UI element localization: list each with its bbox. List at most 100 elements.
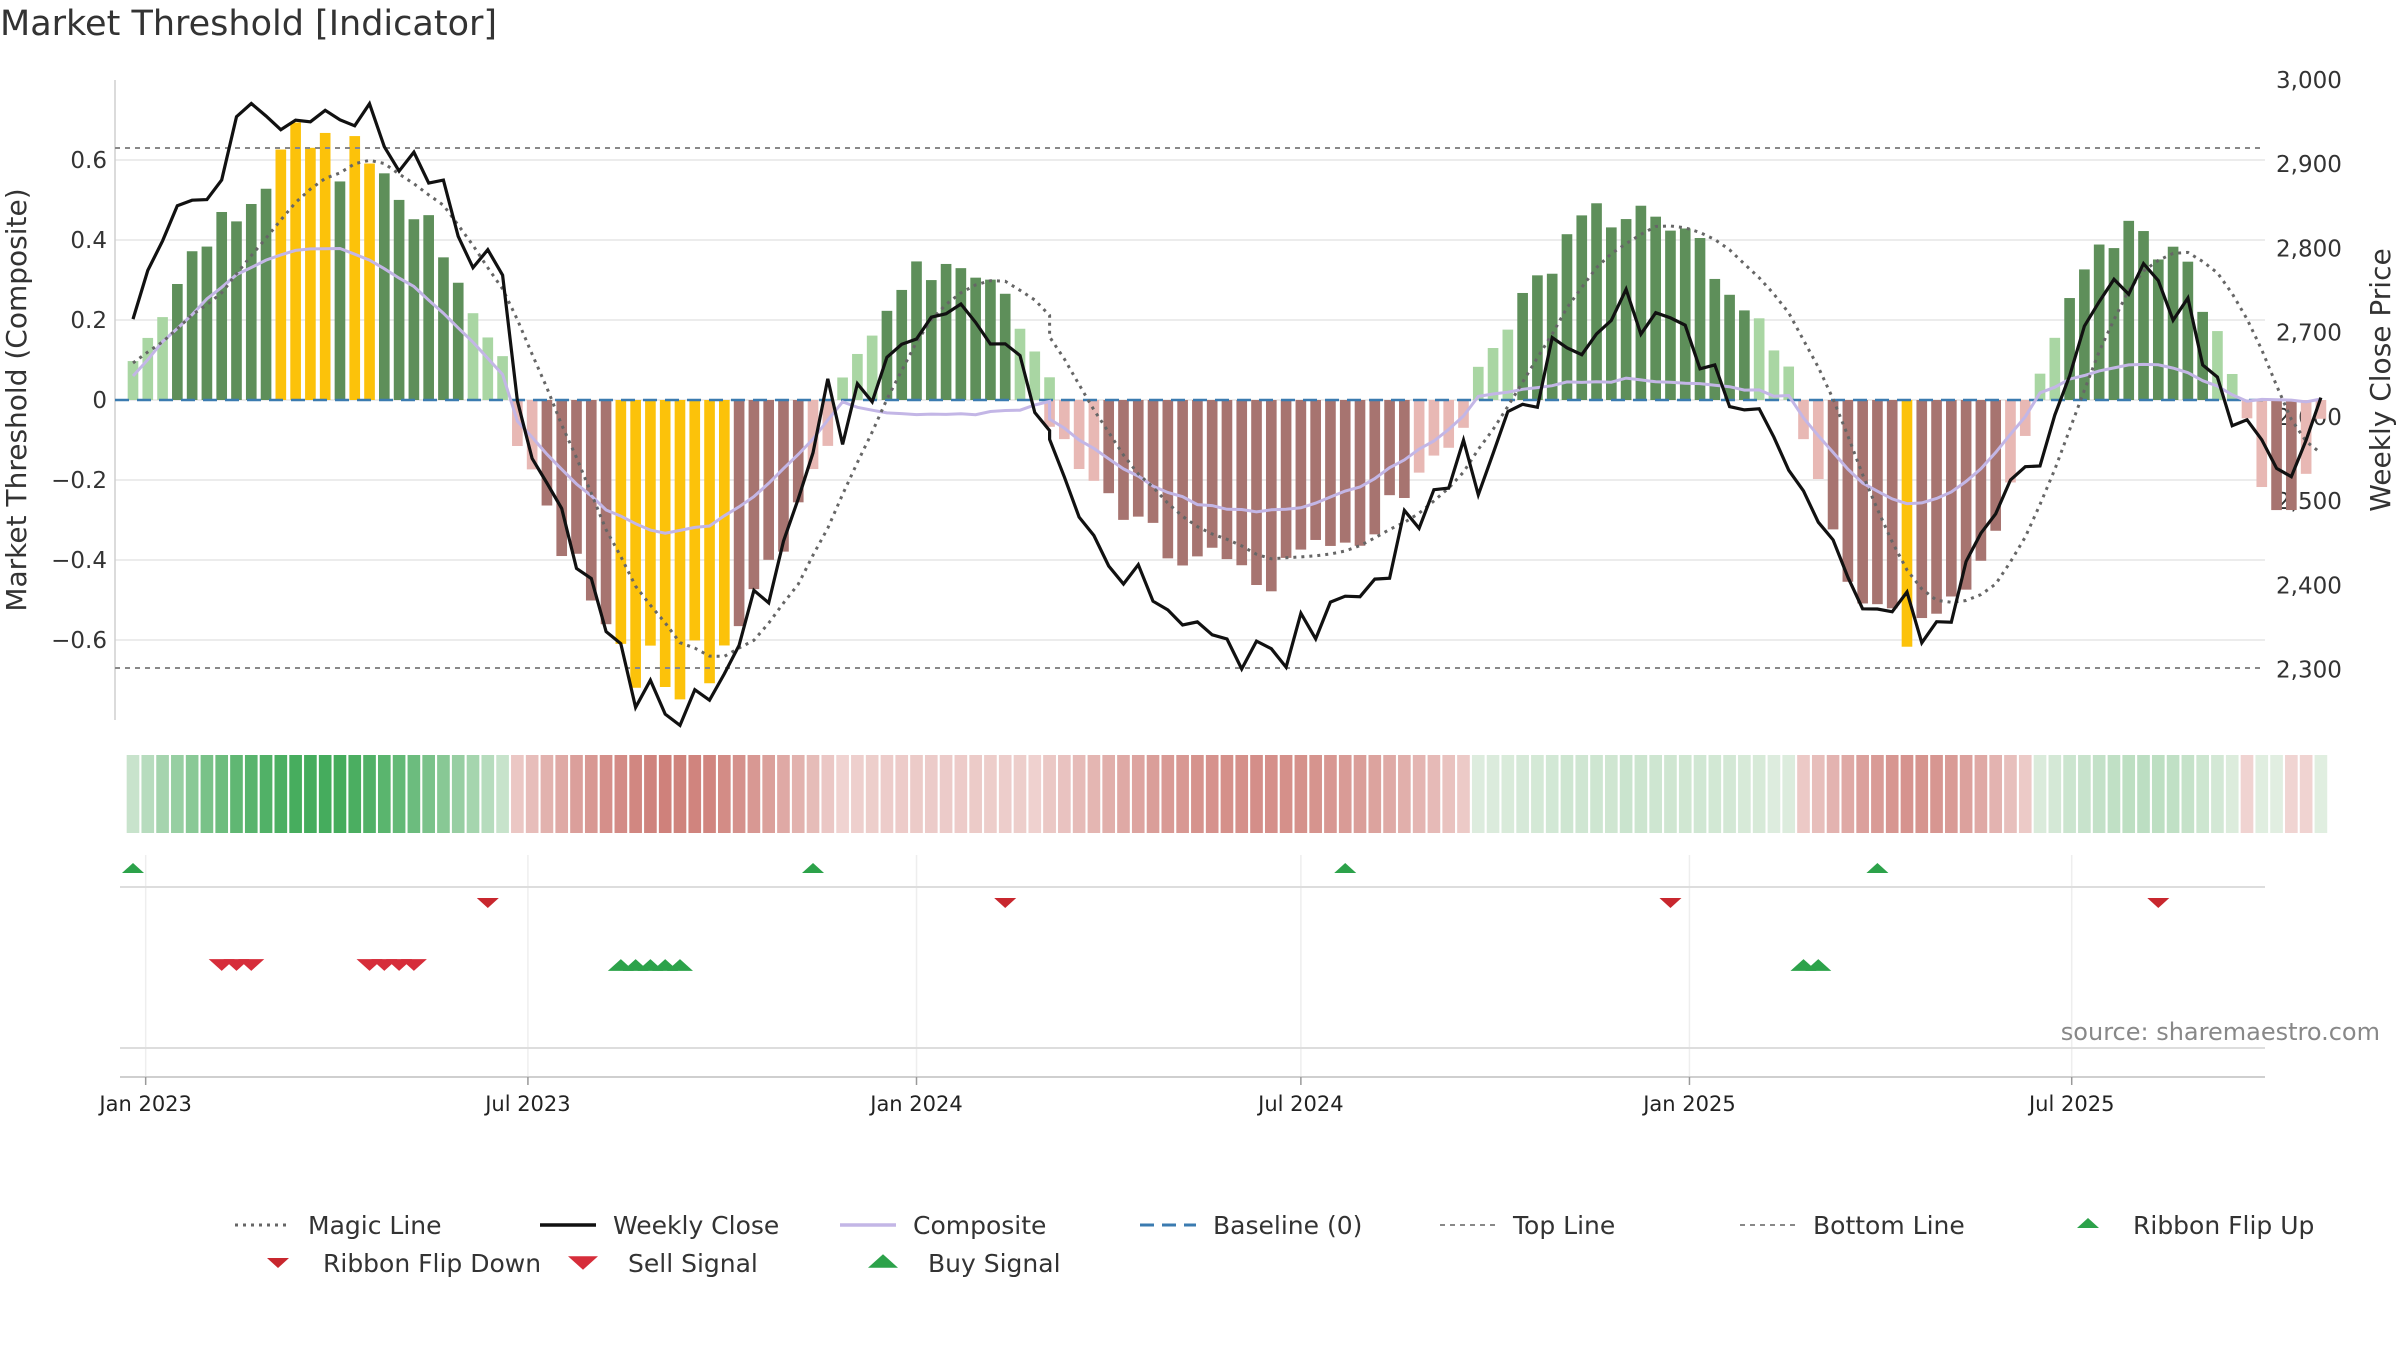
ribbon-cell <box>1678 755 1692 833</box>
composite-bar <box>556 400 568 557</box>
ribbon-cell <box>348 755 362 833</box>
composite-bar <box>837 377 848 400</box>
composite-bar <box>1620 219 1632 400</box>
ribbon-cell <box>1383 755 1396 833</box>
composite-bar <box>1221 400 1233 560</box>
ribbon-cell <box>156 755 169 833</box>
composite-bar <box>1827 400 1839 530</box>
ribbon-cell <box>1974 755 1988 833</box>
composite-bar <box>2005 400 2016 483</box>
ribbon-cell <box>304 755 317 833</box>
ribbon-cell <box>2285 755 2298 833</box>
composite-bar <box>704 400 715 684</box>
composite-bar <box>2152 259 2164 400</box>
composite-bar <box>1399 400 1410 498</box>
ribbon-cell <box>2078 755 2091 833</box>
y-right-tick-label: 3,000 <box>2276 68 2342 94</box>
composite-bar <box>1591 203 1602 400</box>
composite-bar <box>1059 400 1070 440</box>
ribbon-cell <box>1102 755 1116 833</box>
composite-bar <box>1753 318 1765 400</box>
ribbon-cell <box>525 755 539 833</box>
ribbon-cell <box>363 755 376 833</box>
ribbon-cell <box>185 755 199 833</box>
ribbon-cell <box>1531 755 1544 833</box>
ribbon-cell <box>2240 755 2254 833</box>
ribbon-cell <box>2018 755 2032 833</box>
ribbon-cell <box>1013 755 1027 833</box>
ribbon-cell <box>1501 755 1515 833</box>
ribbon-cell <box>1176 755 1189 833</box>
composite-bar <box>305 147 316 400</box>
ribbon-cell <box>1412 755 1426 833</box>
legend-label: Ribbon Flip Up <box>2133 1211 2314 1240</box>
ribbon-cell <box>1708 755 1722 833</box>
ribbon-cell <box>1131 755 1145 833</box>
composite-bar <box>1428 400 1440 456</box>
ribbon-cell <box>2255 755 2269 833</box>
ribbon-cell <box>998 755 1012 833</box>
ribbon-cell <box>2299 755 2313 833</box>
ribbon-cell <box>1146 755 1160 833</box>
composite-bar <box>1236 400 1248 566</box>
composite-bar <box>2034 373 2046 400</box>
composite-bar <box>659 400 671 687</box>
ribbon-cell <box>1309 755 1322 833</box>
composite-bar <box>1118 400 1129 520</box>
ribbon-cell <box>1205 755 1219 833</box>
composite-bar <box>985 279 996 400</box>
composite-bar <box>1694 238 1706 400</box>
composite-bar <box>689 400 701 641</box>
composite-bar <box>719 400 730 646</box>
ribbon-cell <box>1959 755 1973 833</box>
ribbon-flip-down-marker <box>476 898 499 908</box>
ribbon-cell <box>1575 755 1589 833</box>
page-title: Market Threshold [Indicator] <box>0 4 498 44</box>
composite-bar <box>674 400 686 700</box>
ribbon-flip-up-marker <box>1866 863 1889 873</box>
composite-bar <box>245 203 257 400</box>
composite-bar <box>925 280 937 400</box>
ribbon-flip-down-marker <box>2147 898 2170 908</box>
composite-bar <box>1605 227 1617 400</box>
ribbon-cell <box>1398 755 1411 833</box>
ribbon-cell <box>969 755 982 833</box>
legend-label: Magic Line <box>308 1211 442 1240</box>
composite-bar <box>157 317 168 400</box>
ribbon-cell <box>1427 755 1441 833</box>
composite-bar <box>571 400 582 554</box>
composite-bar <box>526 400 538 470</box>
ribbon-cell <box>1811 755 1825 833</box>
ribbon-cell <box>2048 755 2062 833</box>
composite-bar <box>1679 228 1691 400</box>
ribbon-cell <box>1945 755 1958 833</box>
ribbon-cell <box>1072 755 1086 833</box>
ribbon-cell <box>1752 755 1766 833</box>
composite-bar <box>216 211 228 400</box>
ribbon-cell <box>1338 755 1352 833</box>
composite-bar <box>852 353 863 400</box>
ribbon-cell <box>1161 755 1175 833</box>
ribbon-cell <box>422 755 435 833</box>
composite-bar <box>1650 216 1661 400</box>
composite-bar <box>1103 400 1115 494</box>
x-tick-label: Jul 2023 <box>483 1092 570 1116</box>
composite-bar <box>1192 400 1203 557</box>
x-tick-label: Jan 2023 <box>97 1092 192 1116</box>
composite-bar <box>2108 248 2120 400</box>
ribbon-cell <box>2166 755 2180 833</box>
composite-bar <box>911 261 922 400</box>
composite-bar <box>733 400 745 627</box>
y-axis-label: Market Threshold (Composite) <box>0 188 33 611</box>
composite-bar <box>1132 400 1144 517</box>
ribbon-cell <box>836 755 849 833</box>
composite-bar <box>1886 400 1898 609</box>
y-tick-label: 0.4 <box>70 228 107 254</box>
buy-signal-marker <box>666 959 693 971</box>
composite-bar <box>1073 400 1085 470</box>
composite-bar <box>1325 400 1336 546</box>
ribbon-cell <box>496 755 509 833</box>
composite-bar <box>1413 400 1425 473</box>
ribbon-cell <box>1279 755 1293 833</box>
